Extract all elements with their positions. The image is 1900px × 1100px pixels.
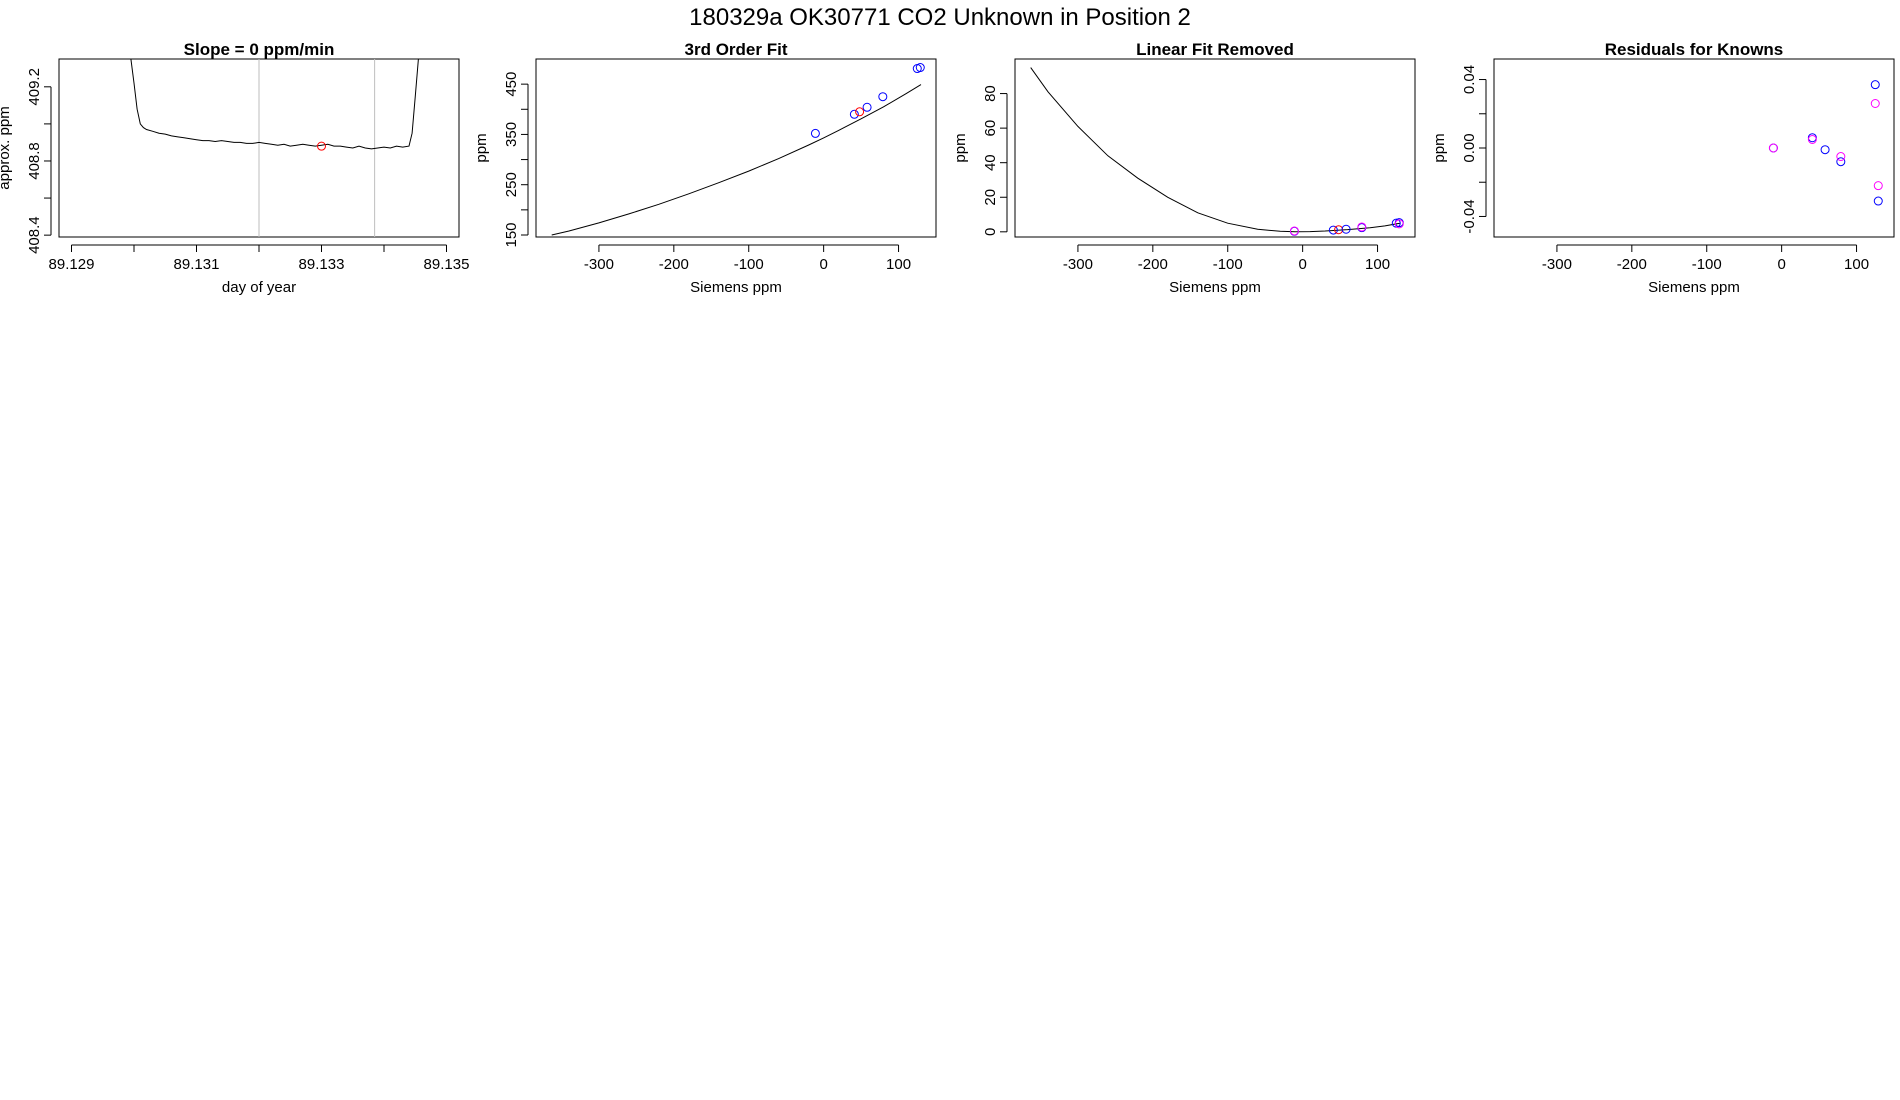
y-tick-label: 40 [982,154,999,171]
x-tick-label: -200 [659,256,689,273]
x-tick-label: 89.135 [424,256,470,273]
plot-area [1768,80,1883,206]
panels-group: Slope = 0 ppm/min 89.129 89.131 89.133 89.13… [0,40,1895,296]
chart-panel-2: 3rd Order Fit -300 -200 -100 0 100 Siemens ppm… [473,40,937,296]
x-tick-label: -300 [1063,256,1093,273]
data-point-known [1836,157,1846,167]
data-point-residual_alt [1394,219,1404,229]
data-point-residual_alt [1873,181,1883,191]
y-tick-label: 408.8 [26,142,43,180]
y-tick-label: 250 [503,172,520,197]
data-point-known [915,63,925,73]
x-tick-label: 89.129 [49,256,95,273]
data-point-residual_alt [1289,226,1299,236]
x-tick-label: -100 [734,256,764,273]
data-point-unknown [855,107,865,117]
x-axis-label: Siemens ppm [1648,279,1740,296]
data-point-unknown [317,141,326,151]
x-tick-label: -100 [1692,256,1722,273]
x-tick-label: 0 [1777,256,1785,273]
y-axis-label: ppm [1431,133,1448,162]
data-point-residual_alt [1807,134,1817,144]
x-tick-label: -200 [1138,256,1168,273]
data-point-residual_alt [1357,222,1367,232]
y-tick-label: 0.00 [1461,133,1478,162]
y-tick-label: -0.04 [1461,199,1478,233]
y-tick-label: 0.04 [1461,65,1478,94]
x-tick-label: 89.133 [299,256,345,273]
y-tick-label: 450 [503,72,520,97]
fit-curve [1030,67,1401,233]
data-line [130,59,419,150]
plot-frame [1493,58,1895,238]
plot-frame [535,58,937,238]
panel-title: Residuals for Knowns [1605,40,1784,59]
data-point-known [1328,225,1338,235]
data-point-known [1341,224,1351,234]
data-point-residual_alt [1836,152,1846,162]
x-axis-label: Siemens ppm [1169,279,1261,296]
data-point-known [878,92,888,102]
y-tick-label: 80 [982,85,999,102]
data-point-known [1870,80,1880,90]
panel-title: Slope = 0 ppm/min [184,40,335,59]
plot-area [130,59,419,237]
panel-title: Linear Fit Removed [1136,40,1294,59]
chart-panel-1: Slope = 0 ppm/min 89.129 89.131 89.133 89.13… [0,40,469,296]
y-tick-label: 408.4 [26,216,43,254]
data-point-known [1873,196,1883,206]
x-tick-label: 0 [1298,256,1306,273]
data-point-residual_alt [1768,143,1778,153]
y-axis-label: ppm [473,133,490,162]
x-tick-label: 0 [819,256,827,273]
data-point-residual_alt [1870,99,1880,108]
plot-area [1030,67,1404,236]
y-axis-label: ppm [952,133,969,162]
plot-frame [1014,58,1416,238]
fit-curve [551,84,922,236]
y-tick-label: 0 [982,228,999,236]
panel-title: 3rd Order Fit [685,40,788,59]
figure-title: 180329a OK30771 CO2 Unknown in Position … [689,4,1191,31]
chart-panel-3: Linear Fit Removed -300 -200 -100 0 100 Siemen… [952,40,1416,296]
y-tick-label: 409.2 [26,68,43,106]
x-tick-label: 100 [886,256,911,273]
plot-area [551,63,925,236]
x-tick-label: 100 [1844,256,1869,273]
x-tick-label: 100 [1365,256,1390,273]
x-tick-label: -200 [1617,256,1647,273]
y-axis-label: approx. ppm [0,106,13,189]
x-tick-label: -300 [584,256,614,273]
x-axis-label: day of year [222,279,296,296]
x-tick-label: -100 [1213,256,1243,273]
x-tick-label: -300 [1542,256,1572,273]
x-tick-label: 89.131 [174,256,220,273]
data-point-known [849,109,859,119]
y-tick-label: 150 [503,222,520,247]
y-tick-label: 350 [503,122,520,147]
x-axis-label: Siemens ppm [690,279,782,296]
y-tick-label: 60 [982,120,999,137]
data-point-known [810,128,820,138]
data-point-known [1807,133,1817,143]
y-tick-label: 20 [982,189,999,206]
chart-panel-4: Residuals for Knowns -300 -200 -100 0 100 Siem… [1431,40,1895,296]
data-point-known [862,102,872,112]
data-point-known [1820,145,1830,155]
